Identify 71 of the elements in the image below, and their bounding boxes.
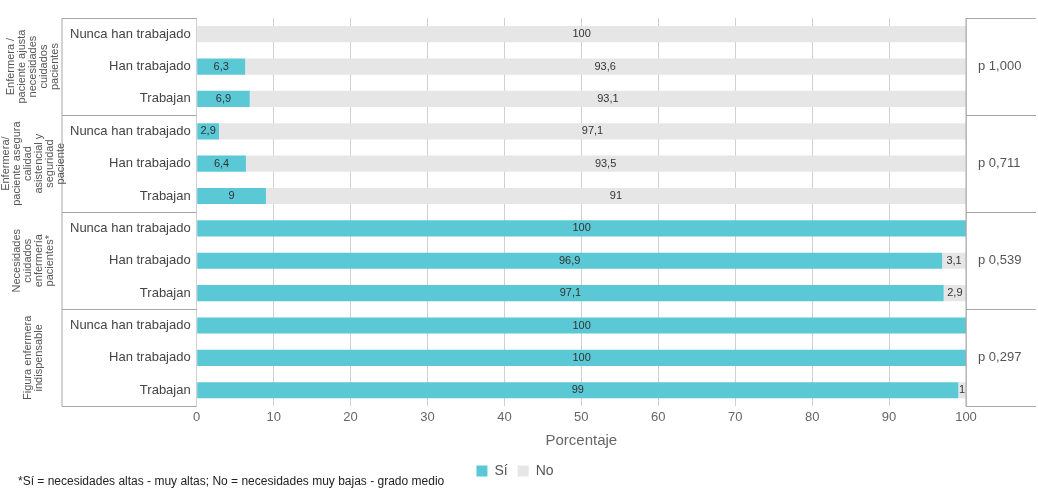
- data-label: 9: [228, 189, 235, 202]
- bar: [197, 382, 959, 399]
- bar: [249, 90, 966, 108]
- y-tick-label: Trabajan: [139, 90, 191, 106]
- x-tick-label: 10: [266, 408, 281, 424]
- data-label: 93,6: [594, 59, 616, 72]
- x-tick-label: 100: [955, 408, 977, 424]
- data-label: 97,1: [559, 286, 582, 299]
- y-tick-label: Trabajan: [139, 284, 191, 300]
- y-tick-label: Nunca han trabajado: [70, 317, 191, 333]
- data-label: 100: [572, 318, 591, 331]
- data-label: 6,9: [215, 91, 232, 104]
- data-label: 96,9: [558, 253, 581, 266]
- y-tick-label: Han trabajado: [109, 58, 191, 74]
- y-tick-label: Trabajan: [139, 187, 191, 203]
- data-label: 100: [572, 27, 591, 40]
- data-label: 6,3: [213, 59, 229, 72]
- data-label: 3,1: [946, 253, 962, 266]
- bar: [197, 58, 246, 75]
- data-label: 100: [572, 350, 591, 363]
- bar: [219, 123, 966, 140]
- legend-label: No: [535, 461, 554, 478]
- text: Figura enfermera indispensable: [20, 314, 44, 401]
- y-tick-label: Nunca han trabajado: [70, 122, 191, 138]
- text: p 1,000: [978, 58, 1022, 74]
- bar: [197, 220, 966, 237]
- y-tick-label: Trabajan: [139, 381, 191, 397]
- x-tick-label: 70: [727, 408, 743, 424]
- x-tick-label: 60: [651, 408, 666, 424]
- data-label: 2,9: [200, 124, 216, 137]
- y-tick-label: Nunca han trabajado: [70, 25, 191, 41]
- y-tick-label: Han trabajado: [109, 349, 191, 365]
- bar: [197, 90, 250, 108]
- bar: [197, 26, 966, 43]
- data-label: 91: [609, 189, 623, 202]
- text: p 0,539: [978, 252, 1022, 268]
- data-label: 93,5: [594, 156, 617, 169]
- y-tick-label: Han trabajado: [109, 252, 191, 268]
- data-label: 97,1: [581, 124, 604, 137]
- text: Necesidades cuidados enfermería pacientes*: [9, 228, 55, 293]
- x-tick-label: 50: [574, 408, 589, 424]
- bar: [245, 155, 966, 172]
- bar: [197, 285, 944, 302]
- data-label: 93,1: [597, 91, 619, 104]
- bar: [197, 252, 943, 269]
- text: p 0,711: [978, 155, 1021, 171]
- data-label: 1: [959, 383, 966, 396]
- x-tick-label: 30: [420, 408, 435, 424]
- text: Enfermera / paciente ajusta necesidades cuidados pacientes: [4, 28, 61, 104]
- data-label: 99: [571, 383, 584, 396]
- data-label: 100: [572, 221, 591, 234]
- y-tick-label: Nunca han trabajado: [70, 219, 191, 235]
- x-tick-label: 90: [881, 408, 897, 424]
- bar: [197, 349, 966, 366]
- bar: [265, 187, 966, 205]
- x-tick-label: 20: [343, 408, 358, 424]
- legend-label: Sí: [494, 461, 508, 478]
- text: p 0,297: [978, 349, 1022, 365]
- bar: [197, 317, 966, 334]
- x-tick-label: 80: [804, 408, 820, 424]
- x-tick-label: 0: [193, 408, 201, 424]
- x-tick-label: 40: [497, 408, 512, 424]
- bar: [245, 58, 966, 75]
- data-label: 6,4: [213, 156, 230, 169]
- text: *Sí = necesidades altas - muy altas; No = necesidades muy bajas - grado medio: [18, 474, 445, 489]
- bar: [197, 155, 246, 172]
- text: Enfermera/ paciente asegura calidad asistencial y seguridad paciente: [0, 120, 66, 206]
- x-axis-title: Porcentaje: [545, 431, 618, 449]
- data-label: 2,9: [947, 286, 963, 299]
- bar: [197, 187, 266, 205]
- y-tick-label: Han trabajado: [109, 155, 191, 171]
